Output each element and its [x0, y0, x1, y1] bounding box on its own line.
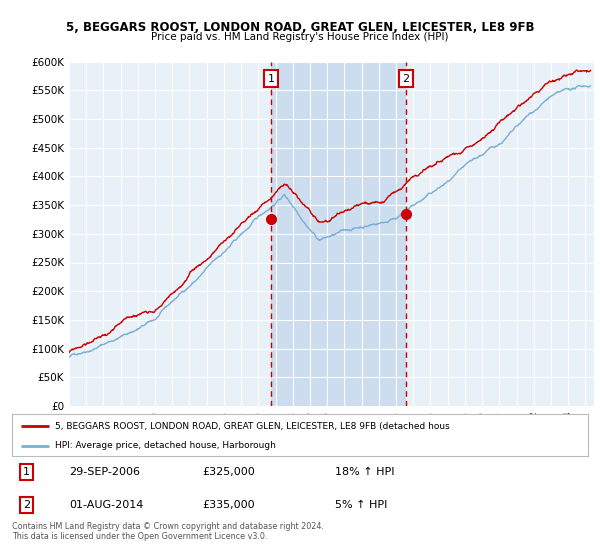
Text: £325,000: £325,000: [202, 467, 255, 477]
Text: 1: 1: [268, 74, 275, 84]
Text: 5, BEGGARS ROOST, LONDON ROAD, GREAT GLEN, LEICESTER, LE8 9FB: 5, BEGGARS ROOST, LONDON ROAD, GREAT GLE…: [66, 21, 534, 34]
Text: £335,000: £335,000: [202, 500, 255, 510]
Text: Price paid vs. HM Land Registry's House Price Index (HPI): Price paid vs. HM Land Registry's House …: [151, 32, 449, 43]
Text: Contains HM Land Registry data © Crown copyright and database right 2024.
This d: Contains HM Land Registry data © Crown c…: [12, 522, 324, 542]
Text: 2: 2: [403, 74, 410, 84]
Bar: [271, 62, 406, 406]
Text: 1: 1: [23, 467, 30, 477]
Text: 18% ↑ HPI: 18% ↑ HPI: [335, 467, 394, 477]
Text: 01-AUG-2014: 01-AUG-2014: [70, 500, 144, 510]
Text: 2: 2: [23, 500, 30, 510]
Text: 5% ↑ HPI: 5% ↑ HPI: [335, 500, 387, 510]
Text: 5, BEGGARS ROOST, LONDON ROAD, GREAT GLEN, LEICESTER, LE8 9FB (detached hous: 5, BEGGARS ROOST, LONDON ROAD, GREAT GLE…: [55, 422, 450, 431]
Text: HPI: Average price, detached house, Harborough: HPI: Average price, detached house, Harb…: [55, 441, 276, 450]
Text: 29-SEP-2006: 29-SEP-2006: [70, 467, 140, 477]
